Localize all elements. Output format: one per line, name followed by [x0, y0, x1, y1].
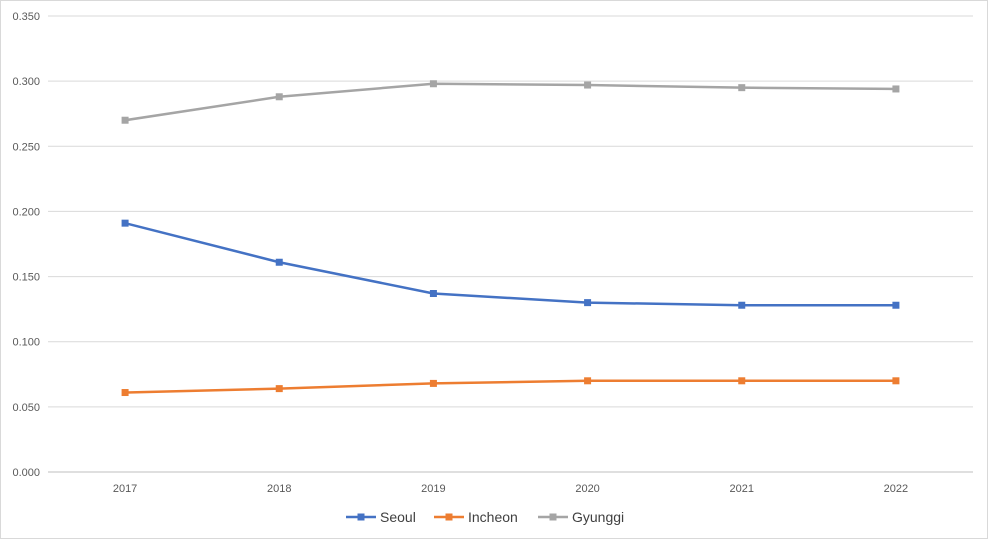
data-point — [892, 85, 900, 93]
data-point — [738, 301, 746, 309]
x-tick-label: 2021 — [730, 483, 754, 495]
y-tick-label: 0.300 — [12, 76, 40, 88]
legend-item: Seoul — [346, 509, 416, 525]
data-point — [429, 290, 437, 298]
data-point — [892, 377, 900, 385]
data-point — [275, 258, 283, 266]
data-point — [121, 116, 129, 124]
legend-swatch-marker — [445, 513, 453, 521]
data-point — [738, 377, 746, 385]
y-tick-label: 0.200 — [12, 206, 40, 218]
data-point — [584, 81, 592, 89]
data-point — [121, 389, 129, 397]
gridlines — [48, 15, 973, 473]
y-tick-label: 0.250 — [12, 141, 40, 153]
y-tick-label: 0.100 — [12, 337, 40, 349]
x-tick-label: 2019 — [421, 483, 445, 495]
legend-label: Incheon — [468, 509, 518, 525]
legend-item: Gyunggi — [538, 509, 624, 525]
series-gyunggi — [121, 80, 900, 124]
data-point — [892, 301, 900, 309]
x-tick-label: 2018 — [267, 483, 291, 495]
legend-label: Seoul — [380, 509, 416, 525]
data-point — [584, 377, 592, 385]
x-tick-label: 2022 — [884, 483, 908, 495]
series-group — [121, 80, 900, 397]
x-axis: 2017 2018 2019 2020 2021 2022 — [113, 483, 908, 495]
data-point — [121, 219, 129, 227]
y-tick-label: 0.000 — [12, 467, 40, 479]
data-point — [584, 299, 592, 307]
data-point — [738, 84, 746, 92]
data-point — [429, 80, 437, 88]
data-point — [275, 385, 283, 393]
legend-label: Gyunggi — [572, 509, 624, 525]
x-tick-label: 2020 — [575, 483, 599, 495]
y-tick-label: 0.050 — [12, 402, 40, 414]
series-line — [123, 221, 898, 307]
legend-swatch-marker — [549, 513, 557, 521]
series-seoul — [121, 219, 900, 309]
legend-item: Incheon — [434, 509, 518, 525]
series-line — [123, 379, 898, 394]
y-axis: 0.000 0.050 0.100 0.150 0.200 0.250 0.300 0.350 — [12, 11, 40, 479]
data-point — [429, 379, 437, 387]
data-point — [275, 93, 283, 101]
series-incheon — [121, 377, 900, 397]
legend: Seoul Incheon Gyunggi — [346, 509, 624, 525]
legend-swatch-marker — [357, 513, 365, 521]
series-line — [123, 82, 898, 122]
y-tick-label: 0.350 — [12, 11, 40, 23]
x-tick-label: 2017 — [113, 483, 137, 495]
y-tick-label: 0.150 — [12, 272, 40, 284]
